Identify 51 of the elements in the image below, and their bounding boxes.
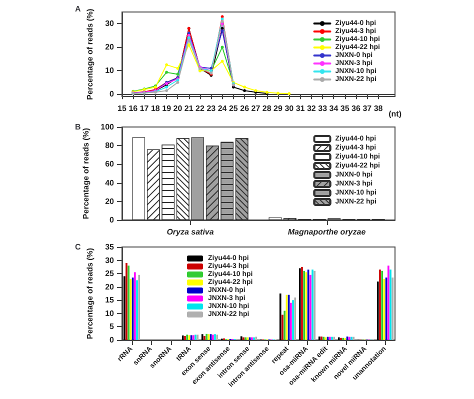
y-tick-label: 60 [105, 160, 115, 169]
x-tick-label: 30 [284, 104, 294, 113]
x-tick-label: 21 [184, 104, 194, 113]
y-axis-title: Percentage of reads (%) [86, 8, 95, 100]
x-tick-label: 38 [374, 104, 384, 113]
x-tick-label: 16 [128, 104, 138, 113]
x-tick-label: 37 [362, 104, 372, 113]
x-tick-label: 17 [140, 104, 150, 113]
y-tick-label: 10 [105, 308, 115, 318]
y-tick-label: 100 [100, 122, 115, 132]
x-tick-label: 27 [251, 104, 261, 113]
x-tick-label: Oryza sativa [166, 228, 214, 236]
y-tick-label: 0 [110, 336, 115, 344]
y-tick-label: 20 [105, 282, 115, 292]
x-tick-label: 36 [352, 104, 361, 113]
y-tick-label: 35 [105, 242, 115, 252]
x-tick-label: 23 [206, 104, 216, 113]
x-tick-label: 22 [196, 104, 205, 113]
y-tick-label: 20 [105, 42, 115, 52]
y-tick-label: 0 [110, 90, 115, 99]
y-tick-label: 25 [105, 269, 115, 278]
y-tick-label: 30 [105, 19, 115, 28]
x-tick-label: 32 [306, 104, 316, 113]
x-tick-label: 25 [228, 104, 238, 113]
y-tick-label: 0 [110, 216, 115, 224]
x-tick-label: 15 [118, 104, 127, 113]
y-axis-title: Percentage of reads (%) [86, 248, 95, 340]
y-tick-label: 30 [105, 256, 115, 265]
x-tick-label: 24 [218, 104, 228, 113]
x-tick-label: 26 [240, 104, 250, 113]
x-tick-label: 31 [296, 104, 306, 113]
x-tick-label: 29 [274, 104, 283, 113]
x-tick-label: 20 [173, 104, 183, 113]
y-tick-label: 20 [105, 196, 115, 206]
chart-title: A [75, 4, 81, 14]
x-tick-label: 28 [262, 104, 272, 113]
chart-title: B [75, 122, 81, 132]
y-tick-label: 10 [105, 66, 115, 76]
y-tick-label: 5 [110, 322, 115, 332]
y-tick-label: 15 [105, 296, 115, 305]
x-tick-label: 35 [340, 104, 350, 113]
x-tick-label: 33 [318, 104, 328, 113]
x-tick-label: 19 [162, 104, 172, 113]
y-tick-label: 40 [105, 178, 115, 188]
y-axis-title: Percentage of reads (%) [81, 128, 90, 220]
x-axis-title: (nt) [388, 110, 402, 119]
x-tick-label: Magnaporthe oryzae [288, 228, 366, 236]
x-tick-label: 34 [329, 104, 339, 113]
y-tick-label: 80 [105, 141, 115, 150]
chart-title: C [75, 242, 81, 252]
x-tick-label: 18 [150, 104, 160, 113]
